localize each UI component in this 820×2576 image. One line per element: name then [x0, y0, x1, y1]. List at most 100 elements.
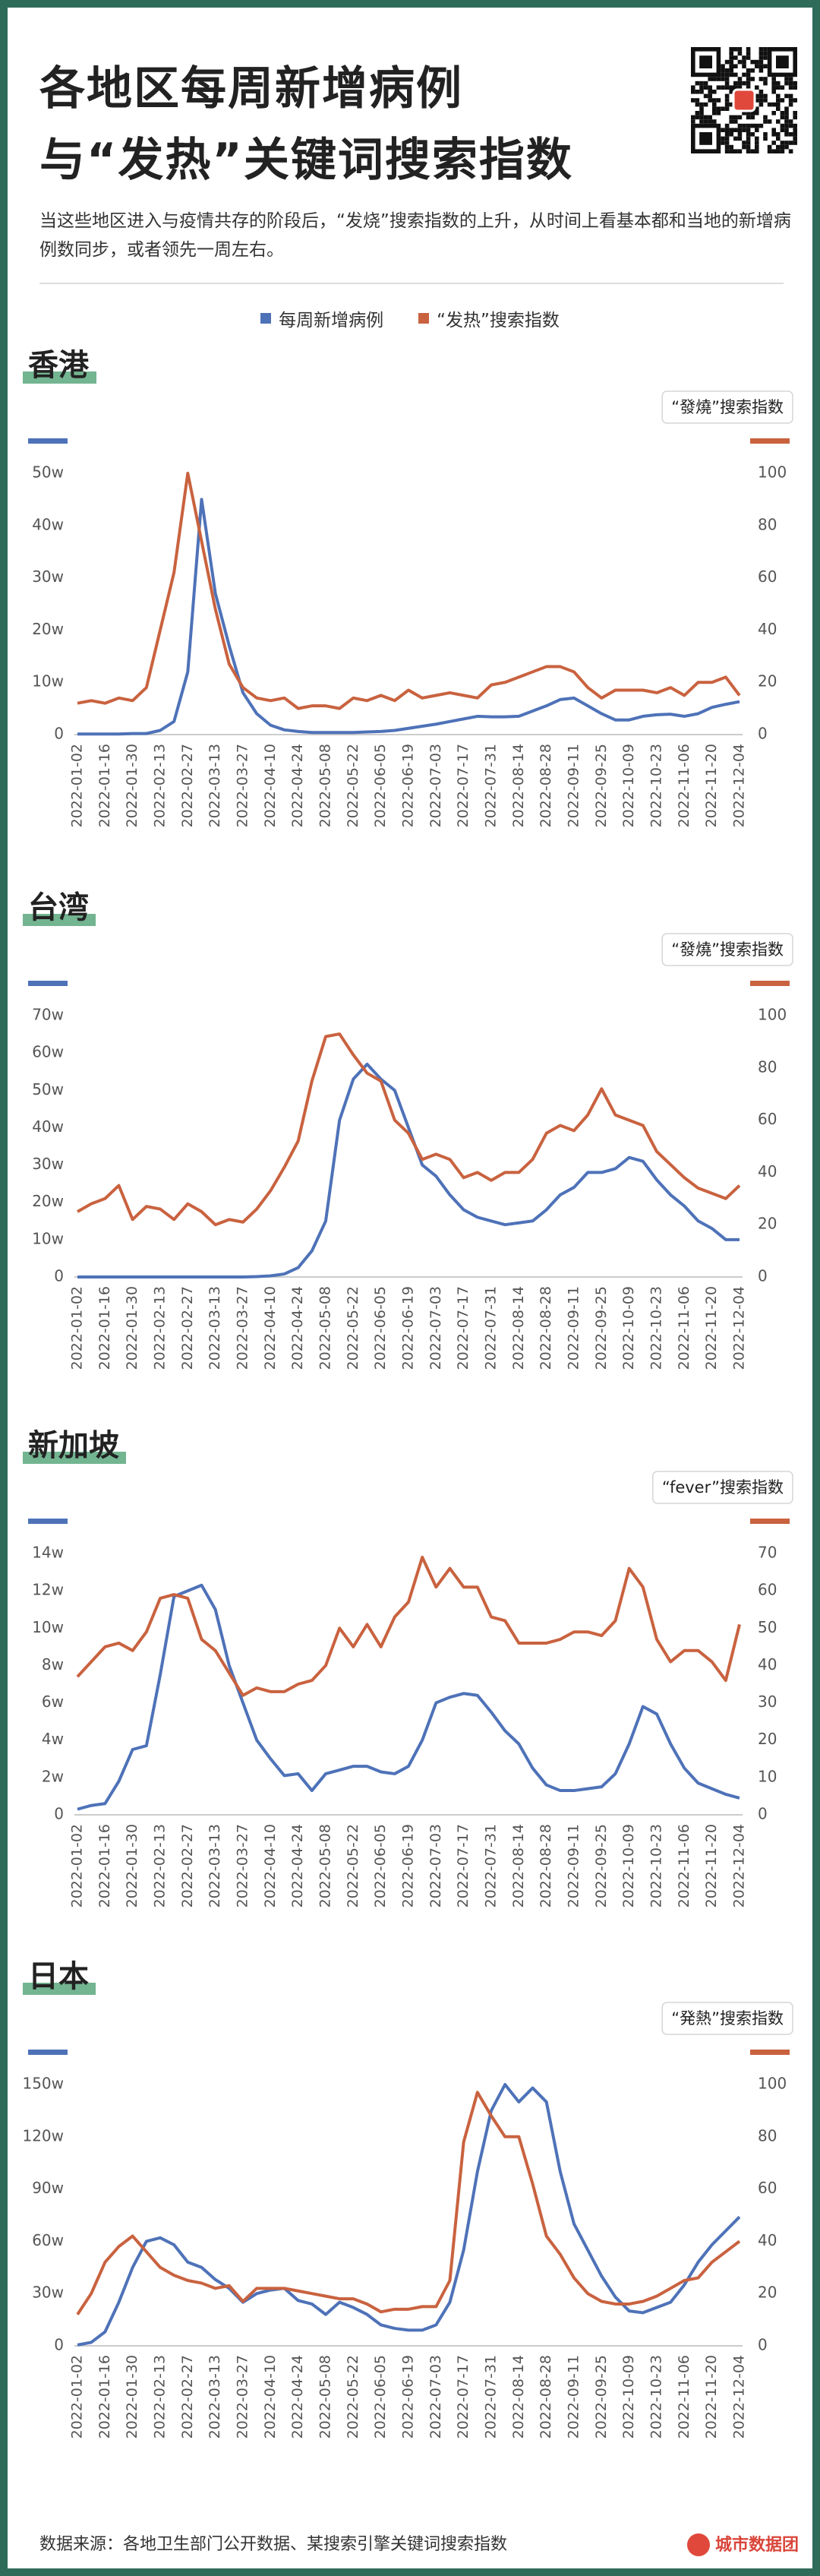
x-tick-label: 2022-06-19	[400, 1824, 417, 1908]
y2-label-box	[661, 390, 793, 424]
y-tick-label: 0	[54, 1267, 64, 1285]
x-tick-label: 2022-10-23	[648, 744, 665, 827]
qr-module	[746, 128, 751, 132]
qr-module	[793, 111, 797, 115]
x-tick-label: 2022-04-10	[262, 2355, 279, 2439]
x-tick-label: 2022-04-24	[289, 2355, 306, 2439]
qr-module	[699, 102, 704, 107]
legend-swatch	[418, 313, 430, 324]
qr-module	[784, 119, 789, 124]
qr-module	[788, 98, 793, 103]
qr-module	[784, 141, 789, 145]
y-axis-marker	[28, 981, 68, 986]
qr-module	[699, 81, 704, 86]
qr-module	[750, 59, 755, 65]
y2-tick-label: 0	[758, 1267, 768, 1285]
qr-module	[729, 128, 733, 132]
x-tick-label: 2022-05-22	[345, 744, 361, 827]
legend-item: 每周新增病例	[260, 305, 383, 331]
qr-module	[729, 102, 733, 107]
x-tick-label: 2022-10-23	[648, 1286, 665, 1370]
qr-module	[750, 115, 755, 120]
qr-module	[767, 144, 772, 150]
qr-module	[742, 144, 746, 150]
qr-module	[780, 144, 785, 150]
qr-module	[716, 111, 721, 115]
x-tick-label: 2022-03-27	[235, 744, 251, 827]
x-tick-label: 2022-09-11	[566, 2355, 582, 2439]
qr-module	[755, 111, 759, 115]
x-tick-label: 2022-05-08	[317, 1286, 334, 1370]
brand-name: 城市数据团	[715, 2535, 799, 2555]
x-tick-label: 2022-07-03	[427, 2355, 444, 2439]
qr-module	[733, 115, 738, 120]
qr-module	[733, 64, 738, 68]
qr-module	[703, 93, 708, 99]
x-tick-label: 2022-01-30	[124, 744, 140, 827]
x-tick-label: 2022-07-31	[483, 1286, 500, 1370]
qr-module	[733, 81, 738, 86]
y-tick-label: 120w	[22, 2126, 64, 2145]
x-tick-label: 2022-09-25	[593, 1286, 610, 1370]
x-tick-label: 2022-09-25	[593, 2355, 610, 2439]
qr-module	[729, 90, 733, 94]
y2-tick-label: 30	[758, 1693, 777, 1711]
x-tick-label: 2022-02-13	[152, 1824, 169, 1908]
x-tick-label: 2022-03-13	[207, 744, 223, 827]
qr-module	[750, 77, 755, 81]
y2-tick-label: 80	[758, 2126, 777, 2145]
qr-code	[690, 47, 797, 154]
x-tick-label: 2022-09-11	[566, 744, 582, 827]
qr-module	[758, 47, 764, 52]
qr-module	[721, 85, 725, 90]
qr-module	[742, 64, 746, 68]
y-tick-label: 0	[54, 1805, 64, 1823]
x-tick-label: 2022-01-02	[69, 744, 86, 827]
qr-module	[788, 132, 793, 137]
x-tick-label: 2022-03-27	[235, 1824, 251, 1908]
y-tick-label: 30w	[32, 2284, 64, 2302]
qr-module	[721, 136, 725, 141]
x-tick-label: 2022-05-22	[345, 2355, 361, 2439]
y2-tick-label: 60	[758, 2179, 777, 2197]
series-line	[77, 498, 740, 736]
qr-module	[742, 55, 746, 60]
qr-module	[746, 72, 751, 77]
series-line	[77, 2083, 741, 2347]
x-tick-label: 2022-03-27	[235, 1286, 251, 1370]
x-tick-label: 2022-06-05	[372, 1286, 389, 1370]
x-tick-label: 2022-11-06	[676, 2355, 692, 2439]
chart-title: 台湾	[28, 890, 89, 925]
qr-finder	[690, 123, 721, 154]
qr-module	[763, 119, 768, 124]
qr-module	[788, 81, 793, 86]
y2-tick-label: 70	[758, 1544, 777, 1562]
qr-module	[733, 119, 738, 124]
qr-module	[763, 115, 768, 120]
qr-module	[755, 149, 759, 153]
y2-axis-marker	[750, 2050, 790, 2055]
y2-tick-label: 60	[758, 1110, 777, 1128]
title-highlight	[23, 1452, 126, 1464]
qr-module	[758, 68, 764, 73]
qr-module	[724, 136, 730, 141]
y2-label-box	[661, 2002, 793, 2035]
y-tick-label: 20w	[32, 620, 64, 638]
qr-module	[737, 123, 743, 128]
qr-module	[771, 90, 776, 94]
x-tick-label: 2022-11-20	[703, 1286, 720, 1370]
x-tick-label: 2022-09-25	[593, 744, 610, 827]
x-tick-label: 2022-09-11	[566, 1286, 582, 1370]
qr-module	[763, 47, 768, 52]
qr-module	[691, 115, 695, 120]
x-tick-label: 2022-03-13	[207, 2355, 223, 2439]
qr-module	[724, 68, 730, 73]
qr-module	[724, 132, 730, 137]
y2-tick-label: 100	[758, 2075, 787, 2093]
qr-module	[737, 51, 743, 56]
qr-module	[737, 59, 743, 65]
qr-module	[712, 106, 717, 111]
qr-module	[737, 85, 743, 90]
